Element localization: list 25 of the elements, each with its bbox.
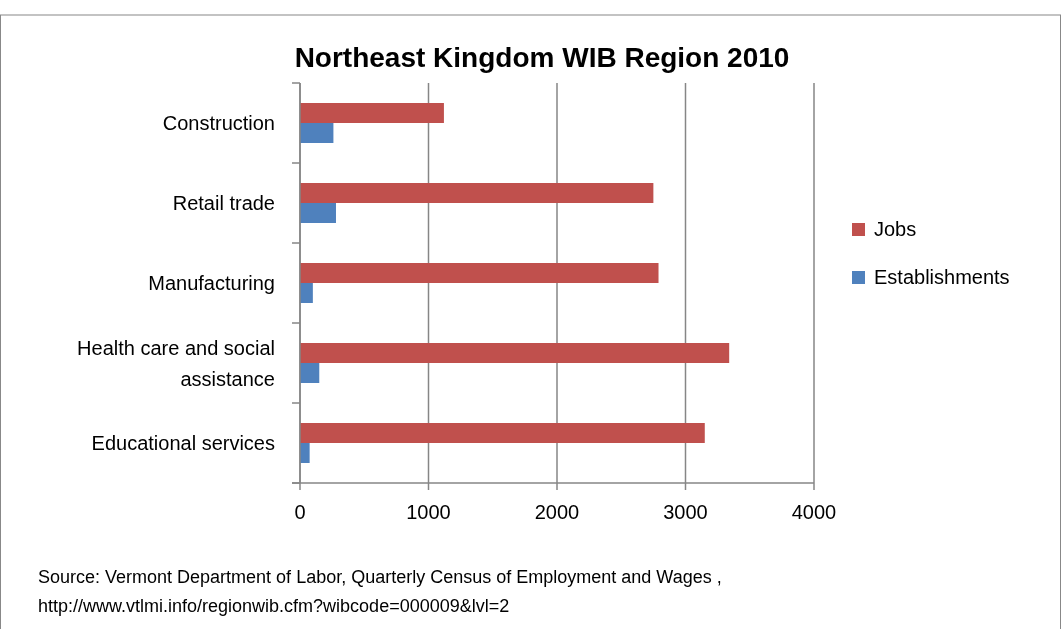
bar: [300, 363, 320, 383]
x-tick-label: 3000: [663, 501, 708, 523]
x-tick-label: 1000: [406, 501, 451, 523]
y-tick-label: Manufacturing: [148, 272, 275, 294]
x-tick-label: 2000: [534, 501, 580, 523]
bar: [300, 103, 444, 123]
y-tick-label: Retail trade: [172, 192, 275, 214]
y-tick-label: Construction: [162, 112, 275, 134]
bar: [300, 203, 336, 223]
x-tick-label: 4000: [791, 501, 837, 523]
chart-title: Northeast Kingdom WIB Region 2010: [294, 42, 790, 73]
legend-label: Jobs: [874, 218, 917, 240]
source-note: Source: Vermont Department of Labor, Quarterly Census of Employment and Wages ,: [38, 567, 722, 587]
x-tick-label: 0: [294, 501, 306, 523]
bar: [300, 423, 705, 443]
bar: [300, 283, 313, 303]
bar: [300, 443, 310, 463]
bar: [300, 263, 659, 283]
bar: [300, 343, 730, 363]
y-tick-label: Health care and social assistance: [77, 336, 275, 390]
y-tick-label: Educational services: [91, 432, 275, 454]
text: http://www.vtlmi.info/regionwib.cfm?wibcode=000009&lvl=2: [38, 596, 510, 616]
bar: [300, 123, 334, 143]
bar: [300, 183, 654, 203]
legend-label: Establishments: [874, 266, 1010, 288]
